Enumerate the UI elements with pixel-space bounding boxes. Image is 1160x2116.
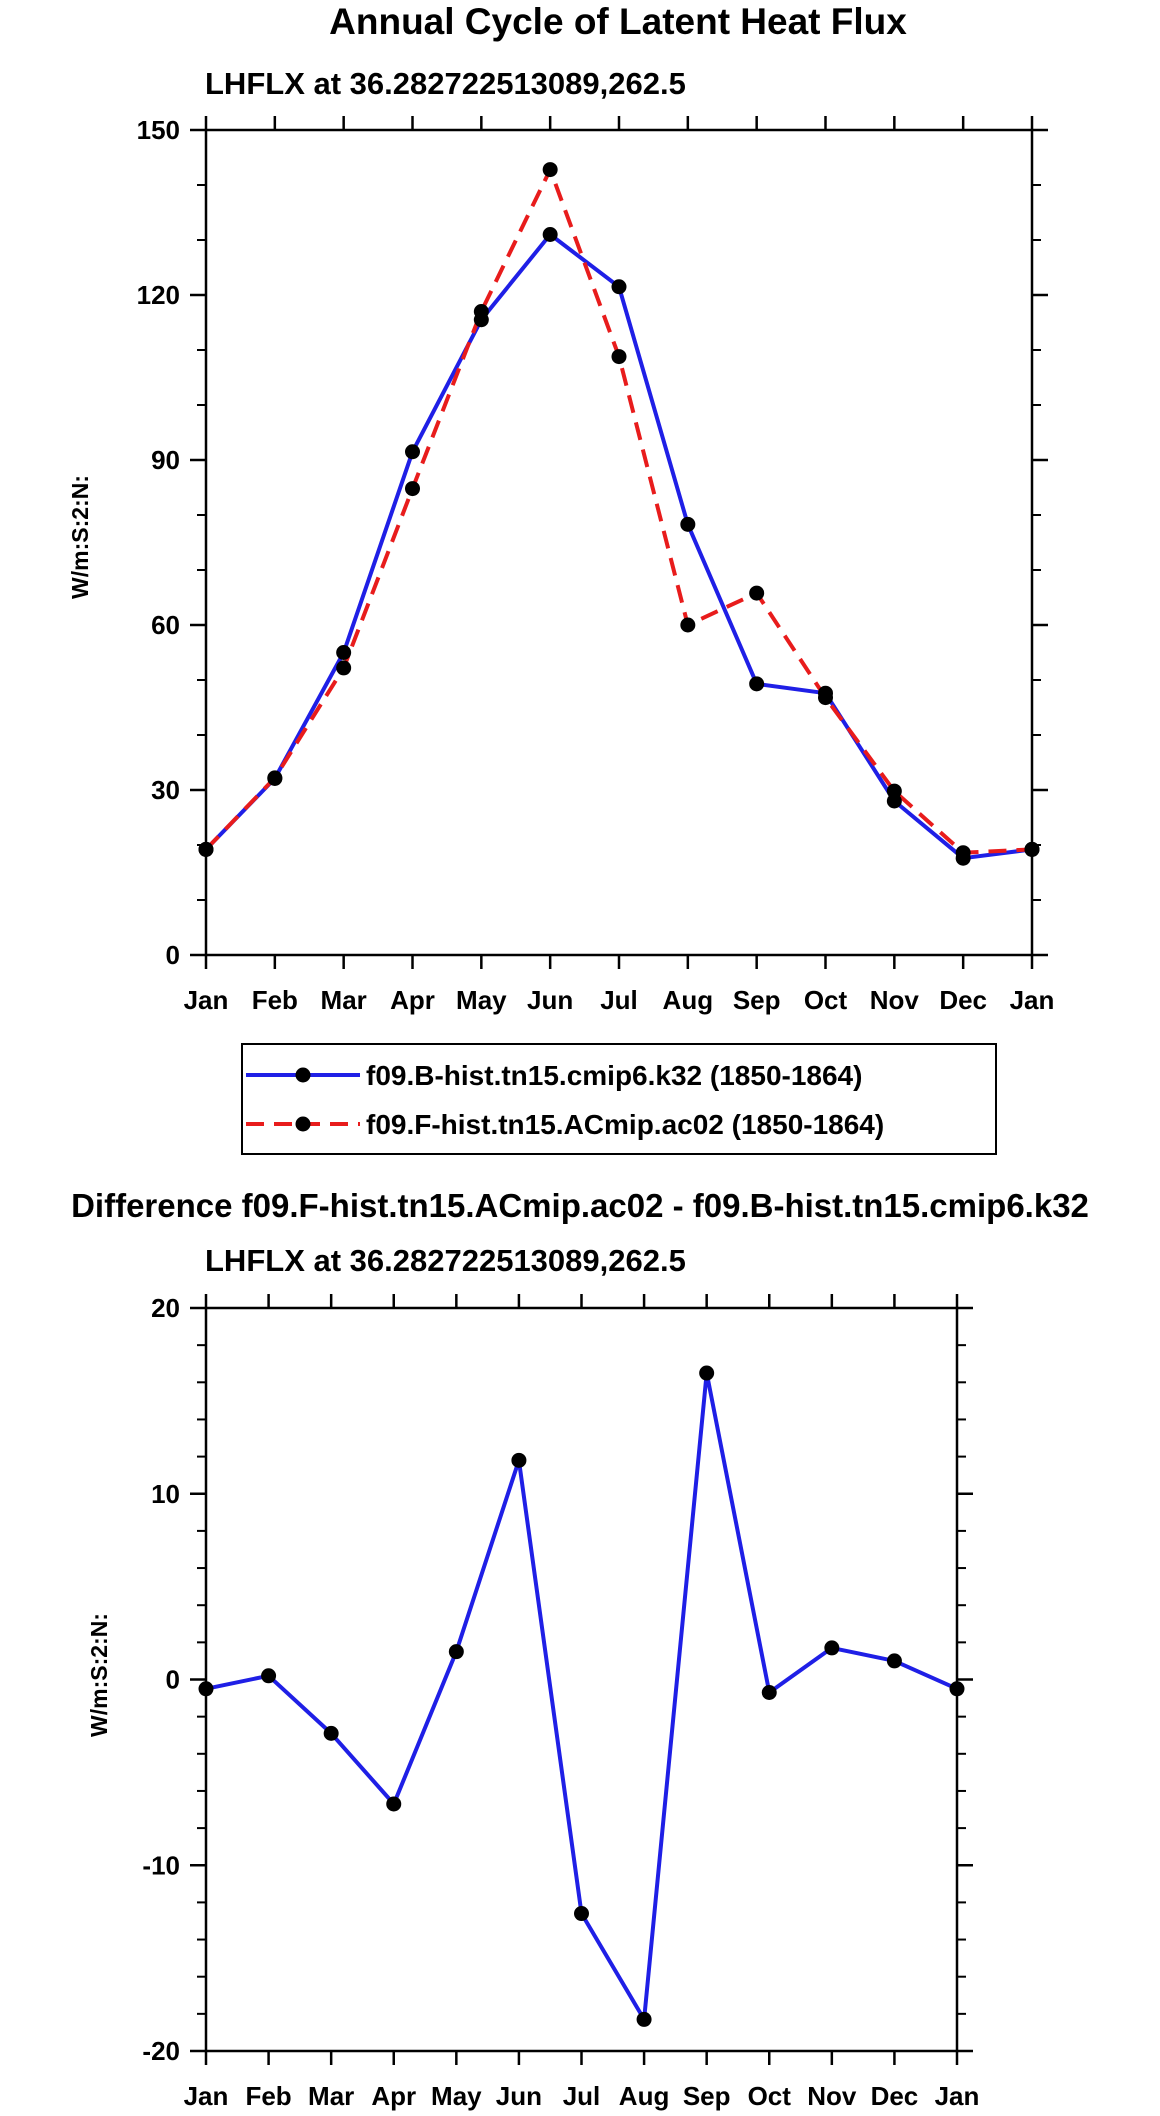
chart1-series-0-point: [824, 1640, 840, 1656]
legend-label-b-hist: f09.B-hist.tn15.cmip6.k32 (1850-1864): [366, 1060, 862, 1091]
chart1-xtick-label: Dec: [871, 2081, 919, 2111]
chart0-xtick-label: Jun: [527, 985, 573, 1015]
chart1-series-0-point: [699, 1365, 715, 1381]
chart0-series-0-point: [680, 516, 696, 532]
chart1-series-0-point: [386, 1796, 402, 1812]
chart1-xtick-label: Feb: [245, 2081, 291, 2111]
chart1-series-0-point: [886, 1653, 902, 1669]
chart0-series-1-point: [198, 841, 214, 857]
chart0-series-1-point: [336, 660, 352, 676]
chart1-xtick-label: Jan: [184, 2081, 229, 2111]
chart1-xtick-label: Mar: [308, 2081, 354, 2111]
chart0-xtick-label: Nov: [870, 985, 920, 1015]
chart0-xtick-label: Dec: [939, 985, 987, 1015]
chart0-series-1-point: [473, 304, 489, 319]
chart1-xtick-label: Jul: [563, 2081, 601, 2111]
chart1-series-0-point: [448, 1644, 464, 1660]
chart1-ytick-label: -20: [142, 2036, 180, 2066]
chart1-series-0-point: [511, 1452, 527, 1468]
chart1-xtick-label: Aug: [619, 2081, 670, 2111]
chart1-frame: [204, 1306, 959, 2053]
chart0-series-0-point: [749, 676, 765, 692]
chart1-series-0-point: [574, 1906, 589, 1922]
chart0-series-1-point: [267, 770, 283, 786]
chart1-xtick-label: Jan: [935, 2081, 980, 2111]
chart0-xtick-label: Feb: [252, 985, 298, 1015]
chart0-series-1-point: [680, 617, 696, 633]
chart0-xtick-label: Jul: [600, 985, 638, 1015]
chart0-series-1-point: [1024, 841, 1040, 857]
chart0-ytick-label: 120: [137, 280, 180, 310]
chart0-series-1-point: [886, 783, 902, 799]
chart1-xtick-label: May: [431, 2081, 482, 2111]
legend-marker-b-hist: [295, 1067, 311, 1083]
chart1-xtick-label: Sep: [683, 2081, 731, 2111]
bottom-chart-subtitle: LHFLX at 36.282722513089,262.5: [205, 1243, 686, 1278]
chart1-xtick-label: Jun: [496, 2081, 542, 2111]
chart1-series-0-point: [949, 1681, 965, 1697]
bottom-plot-area: -20 -10 0 10 20 Jan Feb Mar Apr May Jun Jul Aug Sep Oc…: [142, 1293, 979, 2111]
chart0-xtick-label: Mar: [321, 985, 367, 1015]
chart1-xtick-label: Oct: [748, 2081, 792, 2111]
chart0-series-line-1: [204, 167, 1033, 855]
chart1-series-0-point: [636, 2011, 652, 2027]
chart0-xtick-label: Oct: [804, 985, 848, 1015]
chart0-xtick-label: May: [456, 985, 507, 1015]
chart0-ytick-label: 0: [166, 940, 180, 970]
chart1-series-0-point: [198, 1681, 214, 1697]
chart0-series-0-point: [611, 279, 627, 295]
chart0-series-1-point: [955, 845, 971, 861]
chart0-ytick-label: 90: [151, 445, 180, 475]
chart0-series-1-point: [542, 162, 558, 178]
chart0-series-line-0: [204, 232, 1033, 861]
bottom-chart-title: Difference f09.F-hist.tn15.ACmip.ac02 - …: [71, 1187, 1089, 1224]
top-chart-title: Annual Cycle of Latent Heat Flux: [329, 1, 907, 42]
chart1-ytick-label: -10: [142, 1850, 180, 1880]
chart0-ytick-label: 30: [151, 775, 180, 805]
chart0-xtick-label: Jan: [1010, 985, 1055, 1015]
chart0-xtick-label: Jan: [184, 985, 229, 1015]
chart1-series-0-point: [261, 1668, 277, 1684]
chart0-frame: [204, 128, 1034, 957]
chart0-series-0-point: [405, 444, 420, 460]
chart1-series-0-point: [761, 1685, 777, 1701]
chart0-ytick-label: 150: [137, 115, 180, 145]
chart0-series-1-point: [611, 349, 627, 365]
chart0-xtick-label: Sep: [733, 985, 781, 1015]
chart1-xtick-label: Nov: [807, 2081, 857, 2111]
chart0-series-0-point: [336, 645, 352, 660]
chart0-xtick-label: Apr: [390, 985, 435, 1015]
top-chart-ylabel: W/m:S:2:N:: [67, 475, 93, 599]
chart1-ytick-label: 20: [151, 1293, 180, 1323]
chart1-xtick-label: Apr: [371, 2081, 416, 2111]
chart0-series-1-point: [818, 690, 833, 706]
top-chart-subtitle: LHFLX at 36.282722513089,262.5: [205, 66, 686, 101]
chart1-series-line-0: [205, 1371, 958, 2022]
chart1-series-0-point: [323, 1725, 339, 1741]
legend-marker-f-hist: [295, 1116, 311, 1132]
chart0-series-1-point: [405, 481, 420, 497]
chart0-xtick-label: Aug: [663, 985, 714, 1015]
chart1-ytick-label: 10: [151, 1479, 180, 1509]
chart0-series-0-point: [542, 227, 558, 242]
top-plot-area: 0 30 60 90 120 150 Jan Feb Mar Apr May Jun Jul Aug Sep…: [137, 115, 1055, 1015]
chart0-ytick-label: 60: [151, 610, 180, 640]
chart1-ytick-label: 0: [166, 1665, 180, 1695]
legend-label-f-hist: f09.F-hist.tn15.ACmip.ac02 (1850-1864): [366, 1109, 884, 1140]
bottom-chart-ylabel: W/m:S:2:N:: [86, 1613, 112, 1737]
legend-box: [241, 1043, 997, 1155]
chart0-series-1-point: [749, 585, 765, 601]
legend: f09.B-hist.tn15.cmip6.k32 (1850-1864) f0…: [241, 1043, 997, 1155]
